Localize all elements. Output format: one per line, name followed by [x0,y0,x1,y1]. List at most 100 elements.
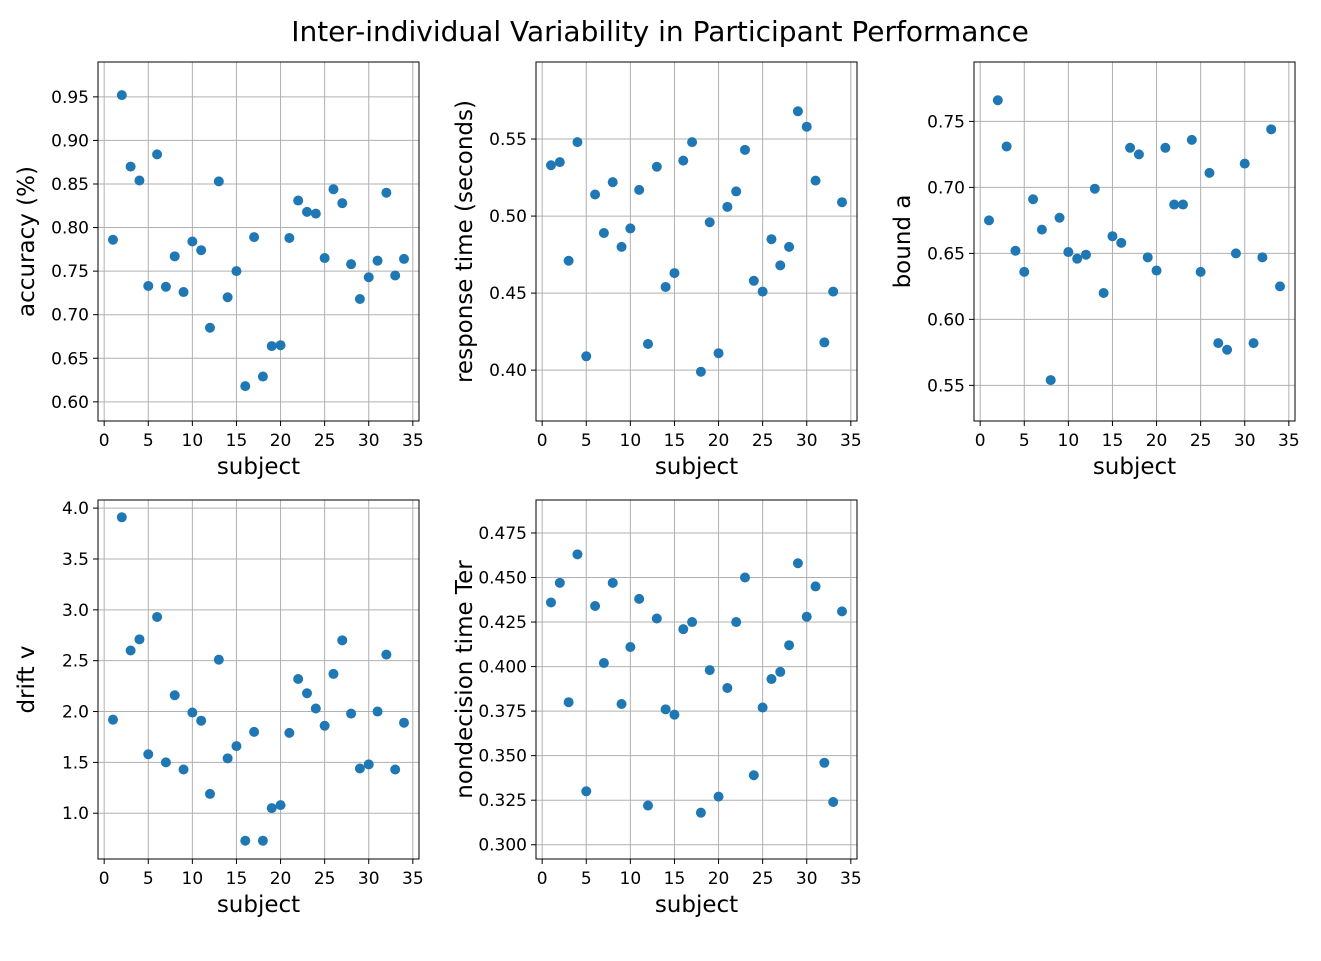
subplot-response-time: 0 5 10 15 20 25 30 35 0.40 0.45 0.50 0.55 subject res… [452,61,862,480]
bound-a-point [1116,237,1127,248]
response-time-point [837,197,848,208]
response-time-point [598,228,609,239]
drift-v-point [169,690,180,701]
nondecision-time-point [801,611,812,622]
response-time-point [731,186,742,197]
accuracy-point [143,280,154,291]
accuracy-point [116,90,127,101]
bound-a-point [1063,247,1074,258]
bound-a-xtick-label: 15 [1102,431,1124,451]
drift-v-ytick-label: 1.0 [62,804,89,824]
drift-v-point [213,654,224,665]
bound-a-point [1275,281,1286,292]
accuracy-ytick-label: 0.85 [51,175,89,195]
bound-a-xtick-label: 0 [975,431,986,451]
bound-a-point [1072,253,1083,264]
bound-a-point [992,95,1003,106]
bound-a-point [1080,249,1091,260]
accuracy-point [222,292,233,303]
response-time-point [563,255,574,266]
nondecision-time-point [784,640,795,651]
drift-v-point [337,635,348,646]
drift-v-point [275,800,286,811]
response-time-point [616,241,627,252]
nondecision-time-point [695,807,706,818]
bound-a-point [1028,194,1039,205]
nondecision-time-point [757,702,768,713]
accuracy-point [160,281,171,292]
response-time-xtick-label: 30 [796,431,818,451]
drift-v-xtick-label: 35 [402,869,424,889]
bound-a-point [1239,158,1250,169]
response-time-xtick-label: 25 [752,431,774,451]
nondecision-time-point [642,800,653,811]
nondecision-time-point [651,613,662,624]
bound-a-point [1054,212,1065,223]
bound-a-point [1001,141,1012,152]
drift-v-point [143,749,154,760]
drift-v-point [116,512,127,523]
response-time-point [810,175,821,186]
bound-a-xtick-label: 10 [1058,431,1080,451]
nondecision-time-point [554,577,565,588]
accuracy-point [134,175,145,186]
bound-a-point [1045,375,1056,386]
figure-title: Inter-individual Variability in Particip… [291,15,1029,48]
nondecision-time-xtick-label: 15 [664,869,686,889]
bound-a-point [1098,287,1109,298]
drift-v-point [107,714,118,725]
nondecision-time-ytick-label: 0.450 [478,569,527,589]
response-time-point [572,137,583,148]
drift-v-ylabel: drift v [14,645,40,713]
accuracy-point [204,322,215,333]
nondecision-time-xtick-label: 5 [581,869,592,889]
bound-a-point [1107,231,1118,242]
nondecision-time-ytick-label: 0.400 [478,658,527,678]
accuracy-point [275,340,286,351]
drift-v-point [178,764,189,775]
bound-a-ytick-label: 0.75 [927,112,965,132]
bound-a-point [1186,134,1197,145]
response-time-point [740,144,751,155]
bound-a-point [1010,245,1021,256]
accuracy-point [125,161,136,172]
nondecision-time-point [704,665,715,676]
bound-a-point [1133,149,1144,160]
bound-a-axes-frame [973,61,1296,422]
response-time-point [695,366,706,377]
nondecision-time-point [590,601,601,612]
nondecision-time-ytick-label: 0.425 [478,613,527,633]
accuracy-xtick-label: 20 [270,431,292,451]
accuracy-ytick-label: 0.70 [51,306,89,326]
drift-v-point [390,764,401,775]
nondecision-time-point [819,757,830,768]
response-time-point [625,223,636,234]
drift-v-xtick-label: 20 [270,869,292,889]
accuracy-ytick-label: 0.80 [51,219,89,239]
nondecision-time-point [837,606,848,617]
drift-v-point [310,703,321,714]
accuracy-point [240,381,251,392]
nondecision-time-point [634,593,645,604]
bound-a-point [1151,265,1162,276]
drift-v-point [187,707,198,718]
nondecision-time-point [731,617,742,628]
accuracy-point [266,341,277,352]
response-time-point [757,286,768,297]
drift-v-ytick-label: 2.0 [62,703,89,723]
response-time-ytick-label: 0.55 [489,130,527,150]
accuracy-xtick-label: 5 [143,431,154,451]
response-time-point [678,155,689,166]
bound-a-ytick-label: 0.70 [927,178,965,198]
drift-v-point [381,649,392,660]
accuracy-point [381,187,392,198]
drift-v-point [284,727,295,738]
accuracy-ytick-label: 0.95 [51,88,89,108]
accuracy-ytick-label: 0.60 [51,393,89,413]
response-time-point [687,137,698,148]
drift-v-point [125,645,136,656]
nondecision-time-ytick-label: 0.475 [478,524,527,544]
response-time-point [722,201,733,212]
response-time-point [784,241,795,252]
